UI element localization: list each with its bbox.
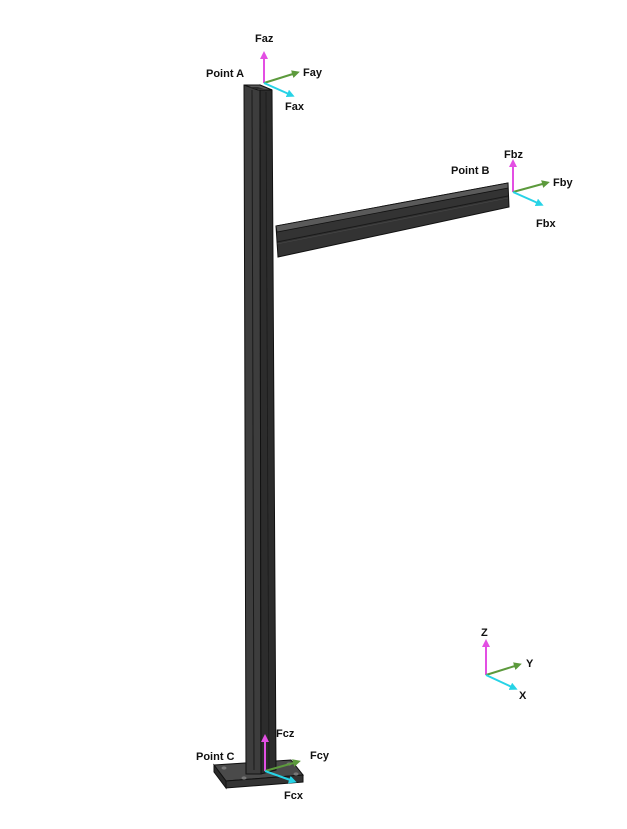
force-arrow-fax (263, 82, 295, 98)
force-arrow-fay (263, 70, 300, 84)
force-label-fby: Fby (553, 177, 573, 189)
force-triad-point-b: Fbz Fby Fbx Point B (451, 149, 573, 230)
force-arrow-fcy (264, 759, 301, 772)
force-label-faz: Faz (255, 33, 274, 45)
axis-arrow-x (485, 674, 518, 690)
point-label-c: Point C (196, 751, 235, 763)
axis-label-z: Z (481, 627, 488, 639)
force-label-fcy: Fcy (310, 750, 330, 762)
force-label-fcz: Fcz (276, 728, 295, 740)
force-label-fbz: Fbz (504, 149, 523, 161)
force-arrow-fcx (264, 770, 297, 784)
force-label-fbx: Fbx (536, 218, 556, 230)
point-label-b: Point B (451, 165, 490, 177)
axis-arrow-y (485, 662, 522, 676)
horizontal-arm (275, 182, 510, 258)
force-label-fay: Fay (303, 67, 323, 79)
structure (213, 84, 510, 790)
axis-label-y: Y (526, 658, 534, 670)
force-triad-point-a: Faz Fay Fax Point A (206, 33, 323, 113)
force-arrow-fbx (512, 191, 544, 207)
force-arrow-fby (512, 180, 550, 193)
force-label-fax: Fax (285, 101, 305, 113)
axis-label-x: X (519, 690, 527, 702)
force-label-fcx: Fcx (284, 790, 304, 802)
vertical-post (243, 84, 277, 775)
force-triad-point-c: Fcz Fcy Fcx Point C (196, 728, 330, 802)
axis-triad: Z Y X (481, 627, 534, 702)
point-label-a: Point A (206, 68, 244, 80)
